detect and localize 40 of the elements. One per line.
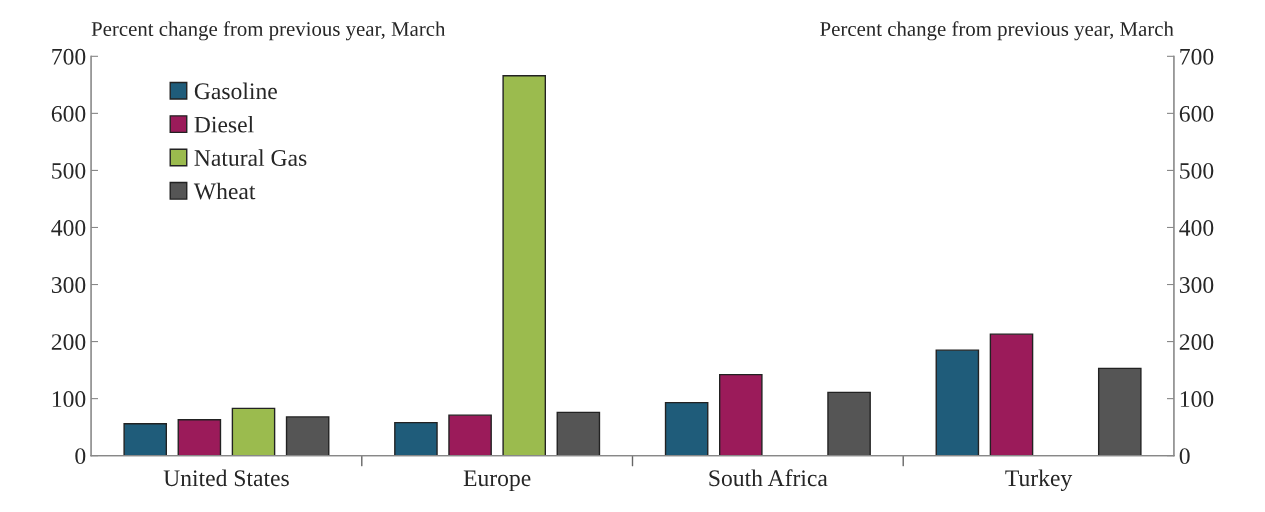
y2-tick-label: 500 [1180,162,1214,179]
y2-axis-title: Percent change from previous year, March [820,21,1174,41]
y2-tick-label: 200 [1179,334,1214,350]
bar [556,411,601,456]
x-tick-label: Europe [463,470,531,491]
bar [989,333,1034,456]
bar [935,349,980,456]
x-tick-label: Turkey [1005,469,1073,492]
bar [285,416,330,456]
legend-label: Natural Gas [194,149,307,166]
x-tick-label: United States [163,469,289,487]
y-tick-label: 500 [52,162,86,179]
bar [448,414,492,456]
bar [664,401,709,456]
legend-label: Diesel [194,115,254,133]
y2-tick-label: 700 [1180,48,1214,65]
bar [177,419,222,456]
y-tick-label: 0 [75,448,86,465]
bar [231,407,276,456]
y-tick-label: 400 [51,219,86,236]
y2-tick-label: 400 [1179,219,1214,236]
x-tick-label: South Africa [709,469,828,487]
legend-label: Wheat [193,182,256,200]
bar [718,373,763,456]
y2-tick-label: 600 [1179,105,1214,122]
y2-tick-label: 0 [1179,448,1190,465]
bar [394,421,438,456]
y-tick-label: 100 [52,391,86,408]
y-tick-label: 300 [51,277,86,293]
y-axis-title: Percent change from previous year, March [91,21,446,41]
bar [502,75,547,456]
y-tick-label: 700 [52,48,86,65]
bar [123,423,168,456]
y2-tick-label: 300 [1179,277,1214,293]
y-tick-label: 200 [51,334,86,350]
y-tick-label: 600 [51,105,86,122]
bar [1097,367,1142,456]
bar [827,391,871,456]
legend-label: Gasoline [194,82,277,100]
y2-tick-label: 100 [1180,391,1214,408]
